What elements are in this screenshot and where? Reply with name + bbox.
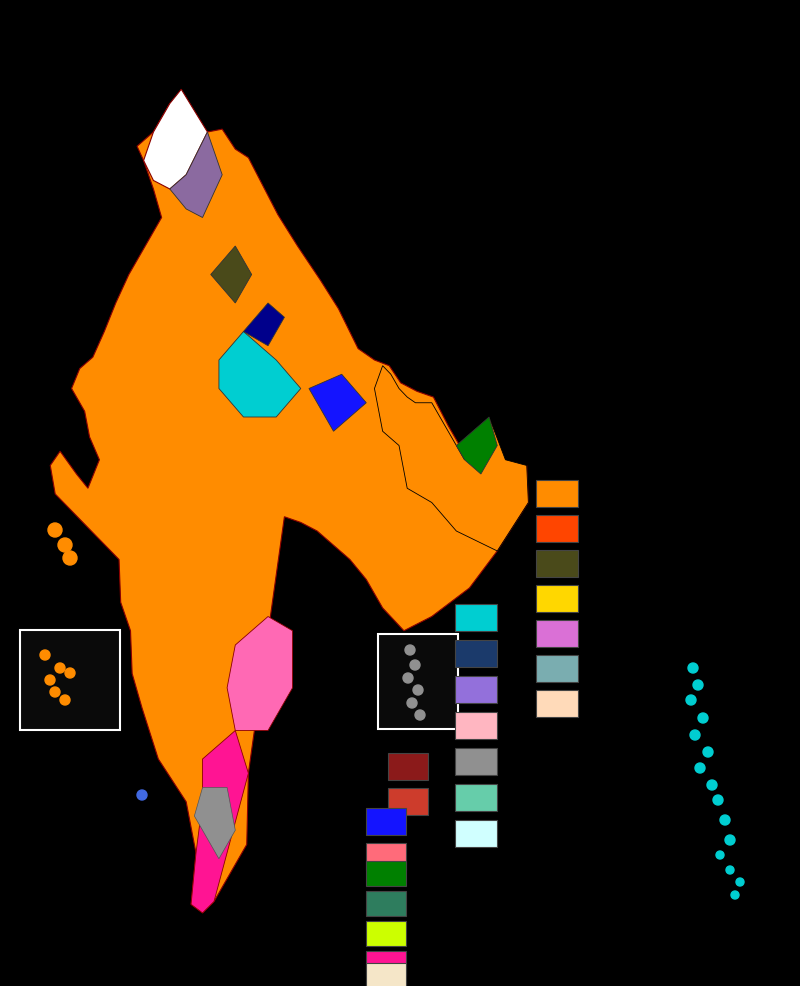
Bar: [455, 604, 497, 631]
Bar: [536, 515, 578, 542]
Circle shape: [726, 866, 734, 874]
Circle shape: [713, 795, 723, 805]
Polygon shape: [374, 366, 528, 551]
Circle shape: [403, 673, 413, 683]
Bar: [366, 981, 406, 986]
Circle shape: [698, 713, 708, 723]
Circle shape: [736, 878, 744, 886]
Circle shape: [60, 695, 70, 705]
Bar: [455, 640, 497, 667]
Bar: [455, 820, 497, 847]
Circle shape: [703, 747, 713, 757]
Circle shape: [695, 763, 705, 773]
Circle shape: [405, 645, 415, 655]
Circle shape: [731, 891, 739, 899]
Bar: [20, 630, 120, 730]
Bar: [536, 690, 578, 717]
Circle shape: [707, 780, 717, 790]
Bar: [378, 634, 458, 729]
Bar: [366, 891, 406, 916]
Circle shape: [688, 663, 698, 673]
Bar: [536, 550, 578, 577]
Bar: [366, 921, 406, 946]
Bar: [455, 784, 497, 811]
Circle shape: [410, 660, 420, 670]
Polygon shape: [50, 104, 528, 913]
Polygon shape: [243, 303, 285, 346]
Polygon shape: [170, 132, 222, 218]
Circle shape: [720, 815, 730, 825]
Polygon shape: [309, 375, 366, 431]
Bar: [366, 808, 406, 835]
Polygon shape: [144, 90, 207, 189]
Bar: [536, 620, 578, 647]
Polygon shape: [194, 788, 235, 859]
Bar: [366, 861, 406, 886]
Circle shape: [413, 685, 423, 695]
Bar: [455, 712, 497, 739]
Circle shape: [63, 551, 77, 565]
Circle shape: [415, 710, 425, 720]
Circle shape: [48, 523, 62, 537]
Bar: [366, 951, 406, 976]
Bar: [536, 480, 578, 507]
Circle shape: [58, 538, 72, 552]
Bar: [366, 963, 406, 986]
Polygon shape: [227, 616, 293, 731]
Circle shape: [137, 790, 147, 800]
Circle shape: [55, 663, 65, 673]
Polygon shape: [191, 731, 248, 913]
Circle shape: [40, 650, 50, 660]
Bar: [455, 748, 497, 775]
Circle shape: [693, 680, 703, 690]
Circle shape: [45, 675, 55, 685]
Circle shape: [716, 851, 724, 859]
Bar: [388, 788, 428, 815]
Circle shape: [686, 695, 696, 705]
Bar: [388, 753, 428, 780]
Polygon shape: [456, 417, 498, 474]
Bar: [536, 655, 578, 682]
Circle shape: [65, 668, 75, 678]
Polygon shape: [219, 331, 301, 417]
Bar: [366, 843, 406, 870]
Circle shape: [407, 698, 417, 708]
Circle shape: [690, 730, 700, 740]
Polygon shape: [210, 246, 252, 303]
Bar: [455, 676, 497, 703]
Circle shape: [50, 687, 60, 697]
Bar: [536, 585, 578, 612]
Circle shape: [725, 835, 735, 845]
